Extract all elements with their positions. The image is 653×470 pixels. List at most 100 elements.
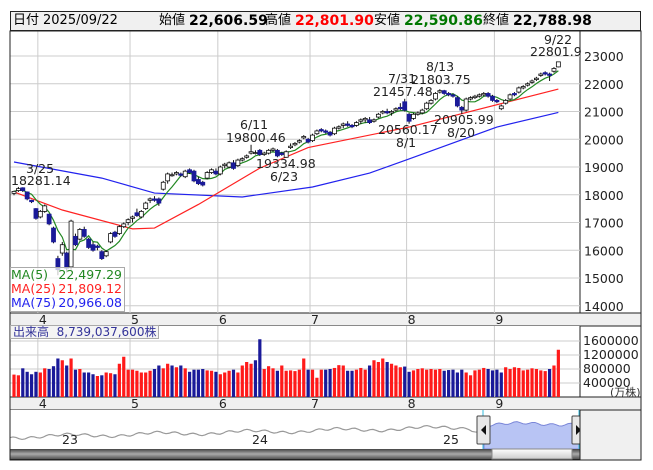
year-label: 24 xyxy=(252,432,268,447)
close-value: 22,788.98 xyxy=(513,13,592,29)
candle xyxy=(125,219,131,223)
volume-bar xyxy=(324,369,328,397)
month-label: 6 xyxy=(219,396,227,411)
candle xyxy=(288,145,293,148)
candle xyxy=(371,119,377,122)
candle xyxy=(231,162,236,169)
candle xyxy=(534,77,539,80)
price-tick-label: 19000 xyxy=(584,160,624,175)
volume-bar xyxy=(530,368,534,397)
volume-bar xyxy=(113,374,117,397)
volume-bar xyxy=(332,367,337,397)
candle xyxy=(103,251,109,257)
year-label: 23 xyxy=(62,432,78,447)
close-label: 終値 xyxy=(483,13,510,28)
scrollbar-thumb[interactable] xyxy=(491,448,573,460)
annotation-value: 21803.75 xyxy=(411,72,471,87)
ma75-line xyxy=(13,111,559,198)
volume-bar xyxy=(464,372,468,397)
candle xyxy=(200,181,206,186)
candle xyxy=(367,119,372,123)
candle xyxy=(24,191,30,200)
candle xyxy=(520,86,526,89)
price-tick-label: 23000 xyxy=(584,49,624,64)
candle xyxy=(187,169,193,173)
candle xyxy=(270,148,276,151)
candle xyxy=(77,229,83,240)
volume-bar xyxy=(87,372,91,397)
candle xyxy=(296,140,302,143)
volume-bar xyxy=(442,370,446,397)
candle xyxy=(95,245,100,248)
volume-bar xyxy=(354,369,359,397)
month-label: 4 xyxy=(39,312,47,327)
annotation-value: 19334.98 xyxy=(256,156,316,171)
candle xyxy=(468,97,473,100)
ma25-line xyxy=(13,88,559,230)
candle xyxy=(191,170,197,182)
candle xyxy=(397,106,403,110)
annotation-value: 20560.17 xyxy=(378,122,438,137)
ma25-legend: MA(25) 21,809.12 xyxy=(11,282,124,296)
volume-bar xyxy=(262,369,266,397)
date-value: 2025/09/22 xyxy=(43,13,118,28)
candle xyxy=(411,113,416,119)
volume-bar xyxy=(192,369,196,397)
candle xyxy=(174,172,179,175)
volume-bar xyxy=(56,358,60,397)
candle xyxy=(525,83,531,86)
volume-bar xyxy=(451,369,455,397)
volume-bar xyxy=(271,368,275,397)
candle xyxy=(555,61,561,68)
candle xyxy=(406,113,412,122)
volume-bar xyxy=(152,369,157,397)
candle xyxy=(516,87,522,93)
month-label: 9 xyxy=(495,396,503,411)
volume-bar xyxy=(363,369,367,397)
volume-bar xyxy=(556,349,560,397)
candle xyxy=(538,73,544,76)
volume-bar xyxy=(60,360,64,397)
volume-bar xyxy=(227,370,231,397)
annotation-value: 20905.99 xyxy=(434,112,494,127)
volume-bar xyxy=(253,360,258,397)
candle xyxy=(332,127,337,135)
volume-bar xyxy=(148,370,152,397)
ma5-value: 22,497.29 xyxy=(58,267,122,282)
candle xyxy=(112,231,118,237)
volume-value: 8,739,037,600株 xyxy=(56,325,157,339)
volume-bar xyxy=(429,369,433,397)
price-tick-label: 16000 xyxy=(584,243,624,258)
volume-bar xyxy=(78,369,82,397)
volume-bar xyxy=(139,372,143,397)
candle xyxy=(437,90,443,93)
volume-bar xyxy=(302,358,306,397)
candle xyxy=(481,93,487,96)
annotation-date: 7/31 xyxy=(388,71,417,86)
month-label: 8 xyxy=(408,312,416,327)
volume-bar xyxy=(438,369,442,397)
volume-bar xyxy=(240,365,244,397)
volume-bar xyxy=(319,369,323,397)
arrow-left-icon xyxy=(481,425,486,435)
scrollbar-track[interactable] xyxy=(10,449,580,459)
volume-bar xyxy=(416,369,420,397)
volume-bar xyxy=(144,372,148,397)
volume-bar xyxy=(218,374,222,397)
candle xyxy=(512,93,517,96)
volume-bar xyxy=(447,370,451,397)
candle xyxy=(454,97,460,107)
candle xyxy=(46,213,52,225)
candle xyxy=(29,199,34,203)
candle xyxy=(415,112,421,115)
candle xyxy=(169,174,175,177)
volume-tick-label: 400000 xyxy=(583,375,631,390)
volume-bar xyxy=(539,370,543,397)
ohlc-header: 日付 2025/09/22 始値 22,606.59 高値 22,801.90 … xyxy=(10,11,641,31)
candle xyxy=(248,151,254,154)
price-tick-label: 14000 xyxy=(584,299,624,314)
volume-bar xyxy=(490,370,495,397)
annotation-date: 9/22 xyxy=(544,32,573,47)
volume-bar xyxy=(38,372,42,397)
